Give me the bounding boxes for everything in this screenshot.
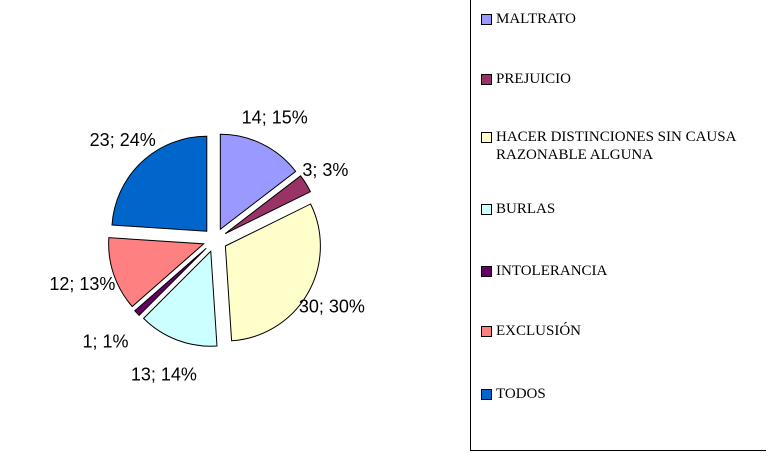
legend-label: TODOS bbox=[496, 386, 546, 402]
pie-area: 14; 15% 3; 3% 30; 30% 13; 14%1; 1% 12; 13% 23… bbox=[49, 108, 365, 385]
legend-entry: TODOS bbox=[481, 385, 766, 403]
legend-entry: BURLAS bbox=[481, 200, 766, 218]
pie-slice bbox=[111, 135, 208, 232]
legend-swatch bbox=[481, 389, 492, 400]
legend-swatch bbox=[481, 74, 492, 85]
pie-slice bbox=[142, 250, 218, 347]
pie-slice bbox=[224, 175, 312, 235]
legend-swatch bbox=[481, 204, 492, 215]
legend-label: BURLAS bbox=[496, 201, 556, 217]
legend: MALTRATO PREJUICIO HACER DISTINCIONES SIN … bbox=[470, 0, 766, 451]
legend-entry: EXCLUSIÓN bbox=[481, 322, 766, 340]
legend-entry: MALTRATO bbox=[481, 10, 766, 28]
legend-swatch bbox=[481, 326, 492, 337]
data-label: 1; 1% bbox=[83, 331, 129, 351]
data-label: 13; 14% bbox=[131, 364, 197, 384]
data-label: 23; 24% bbox=[90, 130, 156, 150]
legend-swatch bbox=[481, 14, 492, 25]
data-label: 14; 15% bbox=[242, 108, 308, 128]
legend-label: HACER DISTINCIONES SIN CAUSA RAZONABLE A… bbox=[496, 129, 736, 163]
data-label: 30; 30% bbox=[299, 296, 365, 316]
data-label: 3; 3% bbox=[302, 160, 348, 180]
legend-label: PREJUICIO bbox=[496, 71, 572, 87]
legend-entry: PREJUICIO bbox=[481, 70, 766, 88]
pie-slice bbox=[224, 203, 321, 342]
legend-label: EXCLUSIÓN bbox=[496, 323, 581, 339]
legend-label: MALTRATO bbox=[496, 11, 577, 27]
data-label: 12; 13% bbox=[49, 274, 115, 294]
pie-slice bbox=[134, 247, 207, 317]
pie-slice bbox=[108, 237, 205, 308]
legend-label: INTOLERANCIA bbox=[496, 263, 608, 279]
legend-entry: HACER DISTINCIONES SIN CAUSA RAZONABLE A… bbox=[481, 128, 766, 164]
pie-slice bbox=[219, 133, 297, 231]
legend-swatch bbox=[481, 132, 492, 143]
legend-entry: INTOLERANCIA bbox=[481, 262, 766, 280]
legend-swatch bbox=[481, 266, 492, 277]
